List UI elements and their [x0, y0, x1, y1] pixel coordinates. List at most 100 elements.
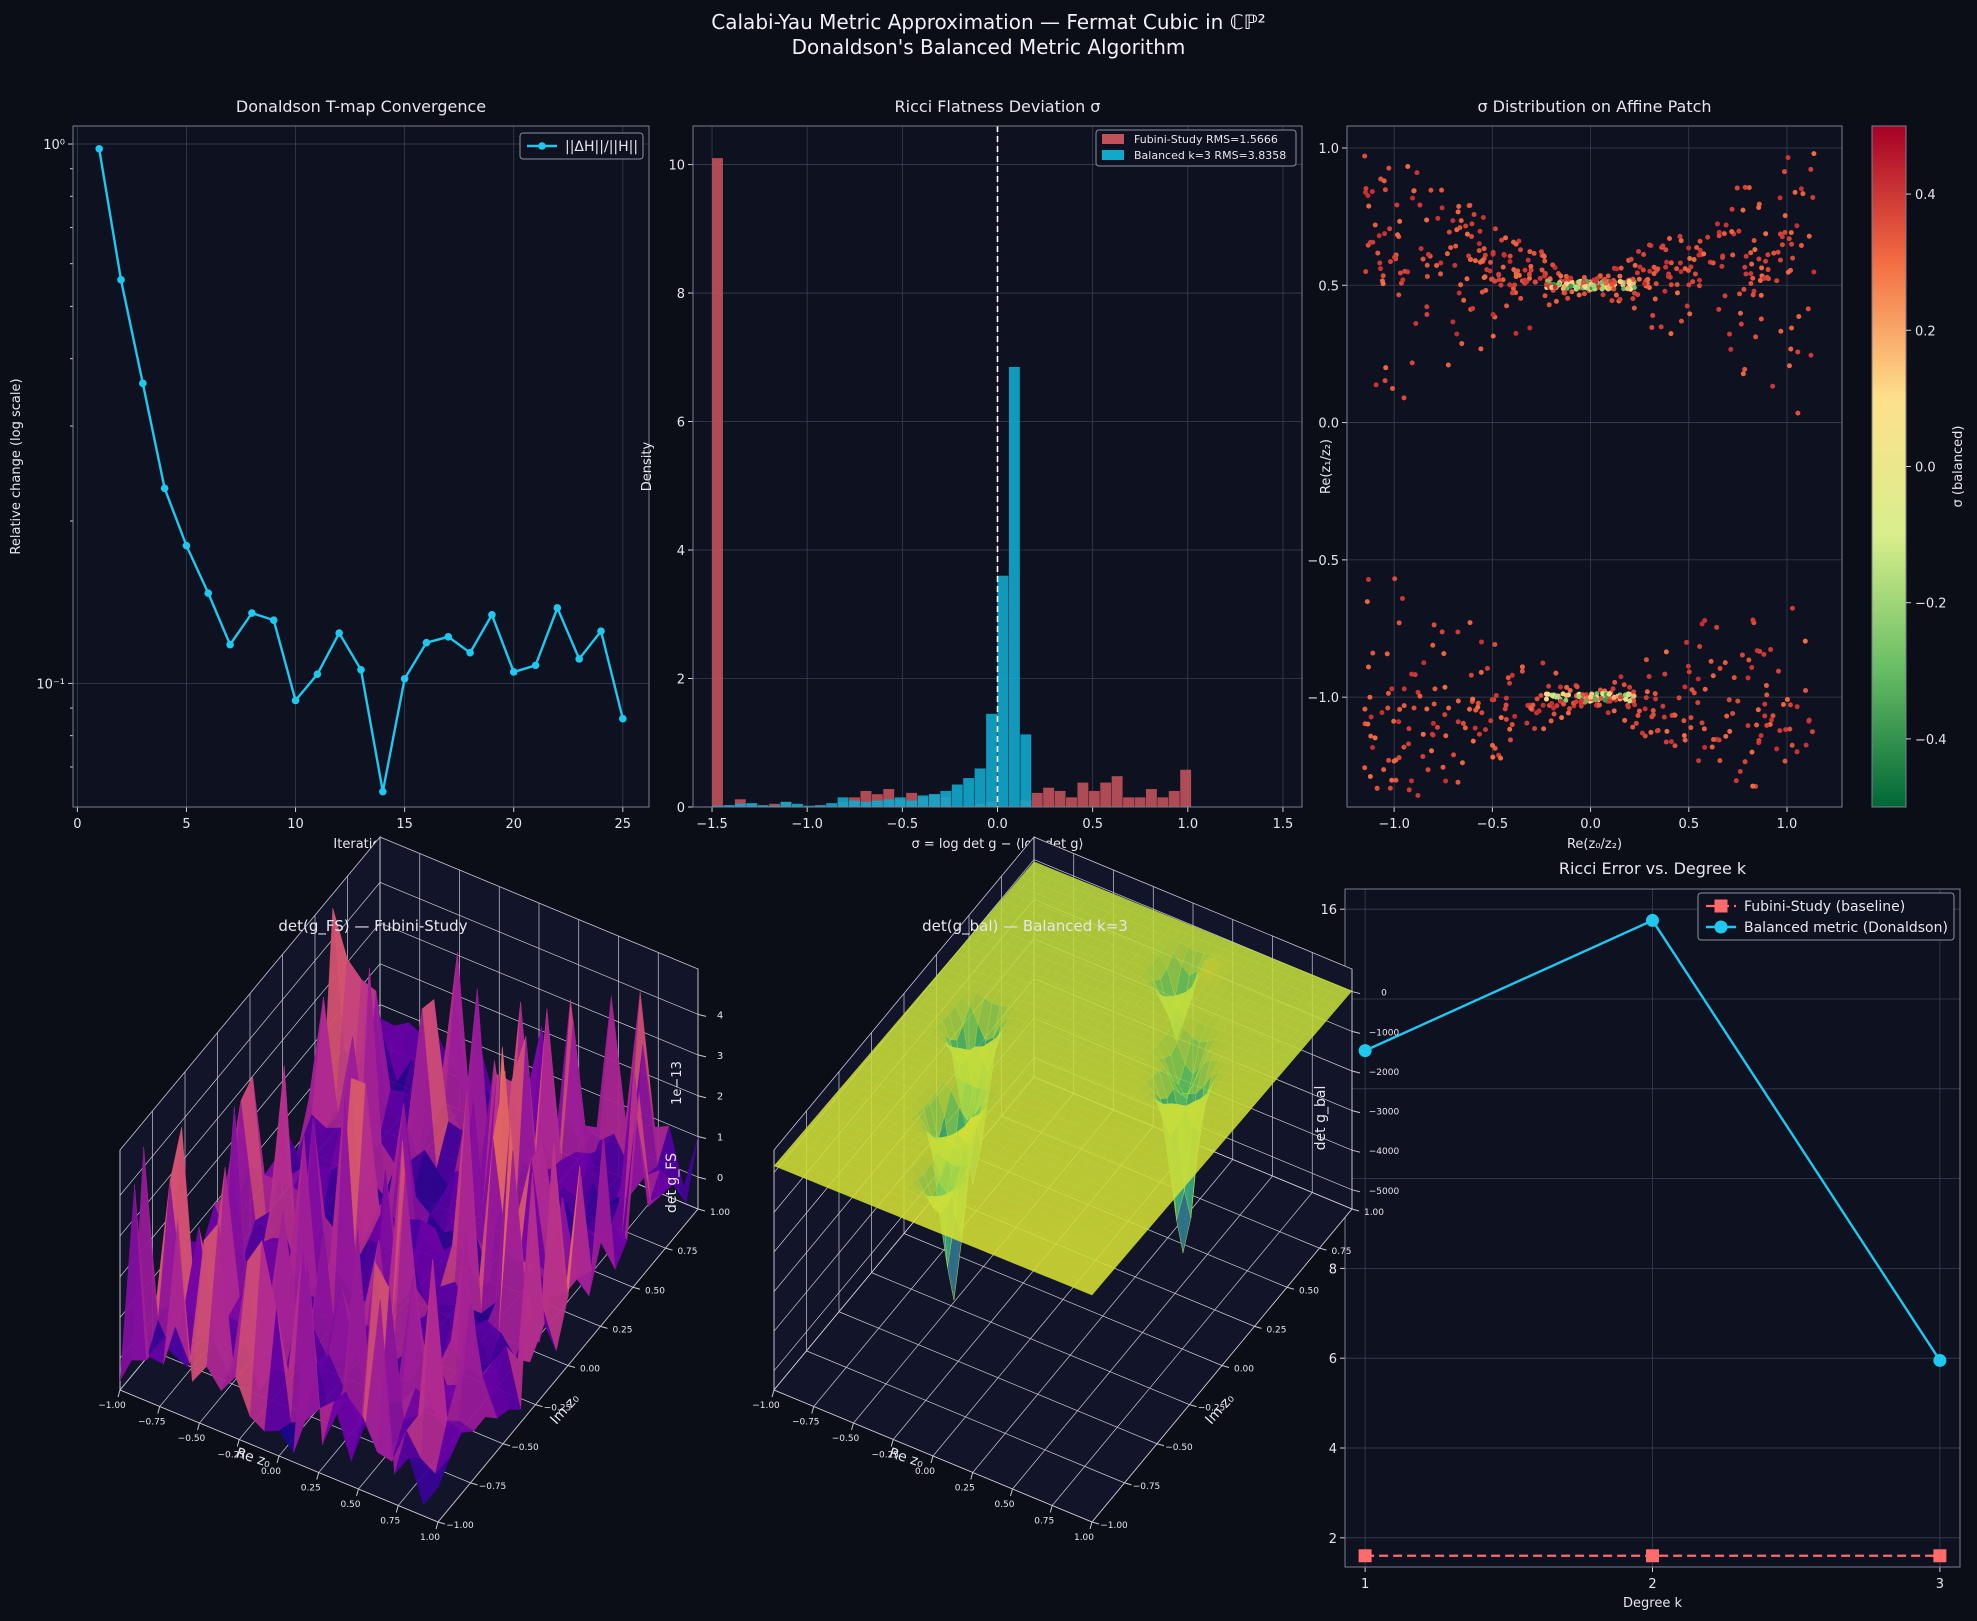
sigma-scatter-point — [1613, 292, 1619, 298]
sigma-scatter-point — [1401, 395, 1407, 401]
sigma-scatter-point — [1722, 293, 1728, 299]
sigma-scatter-point — [1472, 258, 1478, 264]
sigma-scatter-point — [1417, 693, 1423, 699]
sigma-scatter-point — [1618, 265, 1624, 271]
sigma-scatter-point — [1674, 266, 1680, 272]
sigma-scatter-point — [1647, 268, 1653, 274]
det-bal-tick-x — [811, 1406, 815, 1414]
det-bal-tick-y — [1189, 1404, 1197, 1408]
det-fs-tick-y — [600, 1325, 608, 1329]
sigma-scatter-point — [1646, 242, 1652, 248]
det-fs-tick-label-y: 0.25 — [612, 1325, 632, 1335]
sigma-scatter-point — [1387, 259, 1393, 265]
ricci-hist-bar-bal — [963, 778, 975, 807]
sigma-scatter-point — [1563, 697, 1569, 703]
sigma-scatter-point — [1470, 696, 1476, 702]
ricci-hist-bar-fs — [1077, 782, 1089, 807]
det-bal-tick-z — [1351, 991, 1361, 995]
sigma-scatter-point — [1446, 705, 1452, 711]
sigma-scatter-point — [1626, 278, 1632, 284]
sigma-scatter-point — [1737, 768, 1743, 774]
ricci-hist-bar-fs — [1111, 776, 1123, 807]
sigma-scatter-point — [1674, 290, 1680, 296]
sigma-scatter-point — [1599, 286, 1605, 292]
sigma-scatter-point — [1443, 778, 1449, 784]
sigma-scatter-point — [1443, 733, 1449, 739]
sigma-scatter-point — [1742, 184, 1748, 190]
det-fs-tick-z — [697, 1176, 707, 1180]
sigma-scatter-point — [1756, 256, 1762, 262]
sigma-scatter-frame — [1346, 125, 1843, 808]
sigma-scatter-point — [1684, 639, 1690, 645]
sigma-scatter-point — [1642, 281, 1648, 287]
sigma-scatter-point — [1421, 660, 1427, 666]
ricci-vs-k-legend: Fubini-Study (baseline) Balanced metric (… — [1697, 892, 1955, 941]
det-bal-tick-x — [890, 1439, 894, 1447]
det-fs-tick-label-x: −1.00 — [98, 1401, 126, 1411]
sigma-scatter-point — [1386, 165, 1392, 171]
sigma-scatter-point — [1787, 702, 1793, 708]
sigma-scatter-point — [1763, 231, 1769, 237]
sigma-scatter-point — [1500, 264, 1506, 270]
det-fs-tick-y — [632, 1286, 641, 1290]
sigma-scatter-point — [1439, 629, 1445, 635]
sigma-scatter-point — [1429, 748, 1435, 754]
det-bal-tick-label-x: 0.25 — [955, 1484, 975, 1494]
sigma-scatter-point — [1383, 365, 1389, 371]
sigma-scatter-point — [1507, 726, 1513, 732]
sigma-colorbar-tick-label: 0.0 — [1915, 461, 1936, 476]
sigma-scatter-point — [1685, 663, 1691, 669]
sigma-scatter-point — [1471, 211, 1477, 217]
sigma-scatter-point — [1519, 668, 1525, 674]
sigma-scatter-point — [1541, 253, 1547, 259]
sigma-scatter-point — [1666, 235, 1672, 241]
sigma-scatter-tick-label-x: −1.0 — [1378, 817, 1410, 832]
sigma-scatter-point — [1540, 702, 1546, 708]
ricci-hist-legend-label-bal: Balanced k=3 RMS=3.8358 — [1134, 149, 1286, 162]
sigma-scatter-point — [1635, 712, 1641, 718]
sigma-scatter-point — [1709, 744, 1715, 750]
sigma-scatter-point — [1606, 691, 1612, 697]
ricci-hist-tick-label-y: 10 — [668, 159, 685, 174]
sigma-scatter-point — [1411, 705, 1417, 711]
sigma-scatter-point — [1569, 289, 1575, 295]
sigma-scatter-point — [1364, 599, 1370, 605]
det-fs-tick-label-x: 0.00 — [261, 1467, 281, 1477]
sigma-scatter-point — [1544, 282, 1550, 288]
sigma-colorbar-tick-label: 0.2 — [1915, 324, 1936, 339]
sigma-scatter-point — [1746, 657, 1752, 663]
sigma-scatter-point — [1663, 247, 1669, 253]
sigma-scatter-point — [1632, 702, 1638, 708]
sigma-scatter-point — [1614, 266, 1620, 272]
sigma-scatter-point — [1420, 731, 1426, 737]
sigma-scatter-point — [1507, 680, 1513, 686]
sigma-scatter-point — [1389, 686, 1395, 692]
sigma-scatter-point — [1396, 620, 1402, 626]
sigma-scatter-point — [1763, 682, 1769, 688]
sigma-scatter-point — [1468, 672, 1474, 678]
sigma-scatter-point — [1769, 717, 1775, 723]
ricci-hist-bar-bal — [906, 800, 918, 807]
sigma-scatter-point — [1628, 256, 1634, 262]
sigma-scatter-point — [1736, 228, 1742, 234]
sigma-scatter-point — [1394, 202, 1400, 208]
sigma-scatter-point — [1785, 269, 1791, 275]
ricci-hist-bar-bal — [940, 790, 952, 807]
sigma-scatter-point — [1396, 719, 1402, 725]
sigma-scatter-point — [1478, 639, 1484, 645]
sigma-scatter-point — [1798, 243, 1804, 249]
sigma-scatter-point — [1496, 277, 1502, 283]
det-bal-tick-label-y: −0.50 — [1165, 1443, 1193, 1453]
sigma-scatter-xlabel: Re(z₀/z₂) — [1567, 837, 1622, 852]
sigma-scatter-point — [1522, 267, 1528, 273]
sigma-scatter-point — [1617, 296, 1623, 302]
sigma-scatter-point — [1395, 232, 1401, 238]
sigma-scatter-point — [1553, 670, 1559, 676]
det-bal-tick-label-z: −3000 — [1369, 1108, 1400, 1118]
sigma-scatter-point — [1401, 686, 1407, 692]
sigma-scatter-point — [1775, 249, 1781, 255]
sigma-scatter-point — [1664, 728, 1670, 734]
sigma-scatter-point — [1397, 218, 1403, 224]
sigma-scatter-point — [1498, 715, 1504, 721]
sigma-scatter-point — [1387, 785, 1393, 791]
